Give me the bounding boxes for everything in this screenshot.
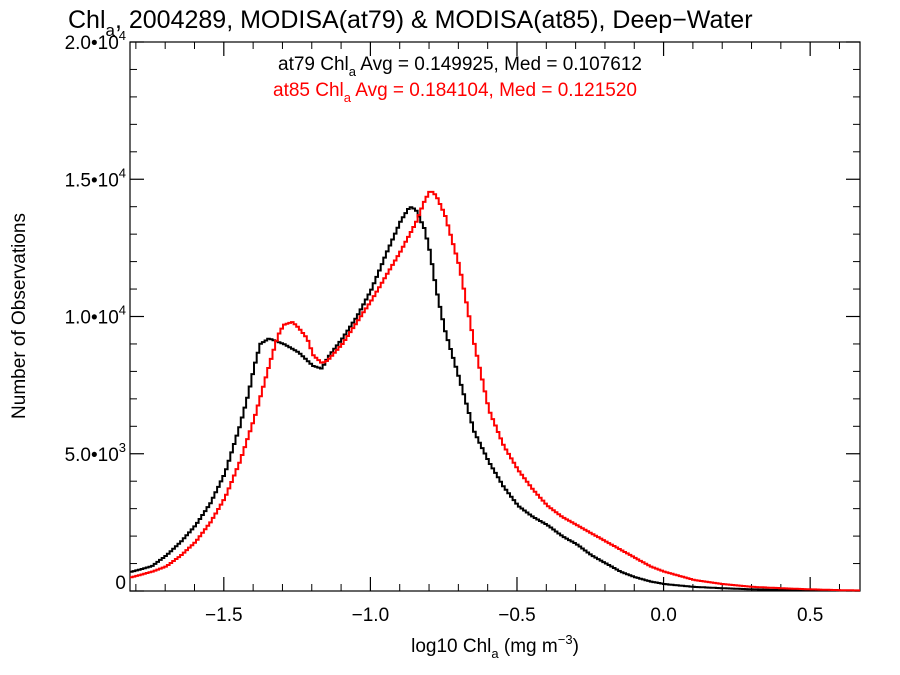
x-axis-label-units-post: )	[573, 636, 579, 657]
series-line-at85	[130, 190, 860, 592]
chart-title-subscript: a	[106, 21, 116, 40]
x-axis-label-sub: a	[491, 646, 499, 661]
annotation-at85-pre: at85 Chl	[273, 80, 344, 101]
annotation-at79-pre: at79 Chl	[278, 54, 349, 75]
annotation-at85: at85 Chla Avg = 0.184104, Med = 0.121520	[273, 80, 637, 105]
series-layer	[130, 190, 860, 592]
annotation-at85-post: Avg = 0.184104, Med = 0.121520	[351, 80, 637, 101]
x-tick-label: 0.0	[650, 605, 676, 626]
x-tick-label: 0.5	[797, 605, 823, 626]
x-axis-label-units-sup: −3	[558, 632, 573, 647]
x-tick-label: −1.5	[205, 605, 243, 626]
chart-title-rest: , 2004289, MODISA(at79) & MODISA(at85), …	[115, 6, 753, 34]
y-tick-label: 1.5•104	[65, 165, 126, 191]
axis-tick-labels: −1.5 −1.0 −0.5 0.0 0.5 0 5.0•103 1.0•104 1.5•104…	[65, 28, 824, 626]
annotation-at79-sub: a	[349, 64, 357, 79]
y-tick-label: 5.0•103	[65, 440, 126, 466]
x-axis-label-main: log10 Chl	[411, 636, 491, 657]
y-tick-label: 0	[115, 573, 126, 594]
chart-title: Chla, 2004289, MODISA(at79) & MODISA(at8…	[68, 6, 753, 40]
axis-ticks	[130, 41, 860, 592]
y-tick-label: 1.0•104	[65, 303, 126, 329]
x-axis-label: log10 Chla (mg m−3)	[411, 632, 579, 661]
x-axis-label-units-pre: (mg m	[499, 636, 558, 657]
x-tick-label: −0.5	[498, 605, 536, 626]
x-tick-label: −1.0	[352, 605, 390, 626]
y-axis-label: Number of Observations	[9, 213, 30, 419]
annotation-at85-sub: a	[344, 90, 352, 105]
series-line-at79	[130, 206, 860, 592]
y-tick-label: 2.0•104	[65, 28, 126, 54]
chart-title-main: Chl	[68, 6, 106, 34]
annotation-at79: at79 Chla Avg = 0.149925, Med = 0.107612	[278, 54, 642, 79]
annotation-at79-post: Avg = 0.149925, Med = 0.107612	[356, 54, 642, 75]
plot-frame	[129, 41, 861, 592]
